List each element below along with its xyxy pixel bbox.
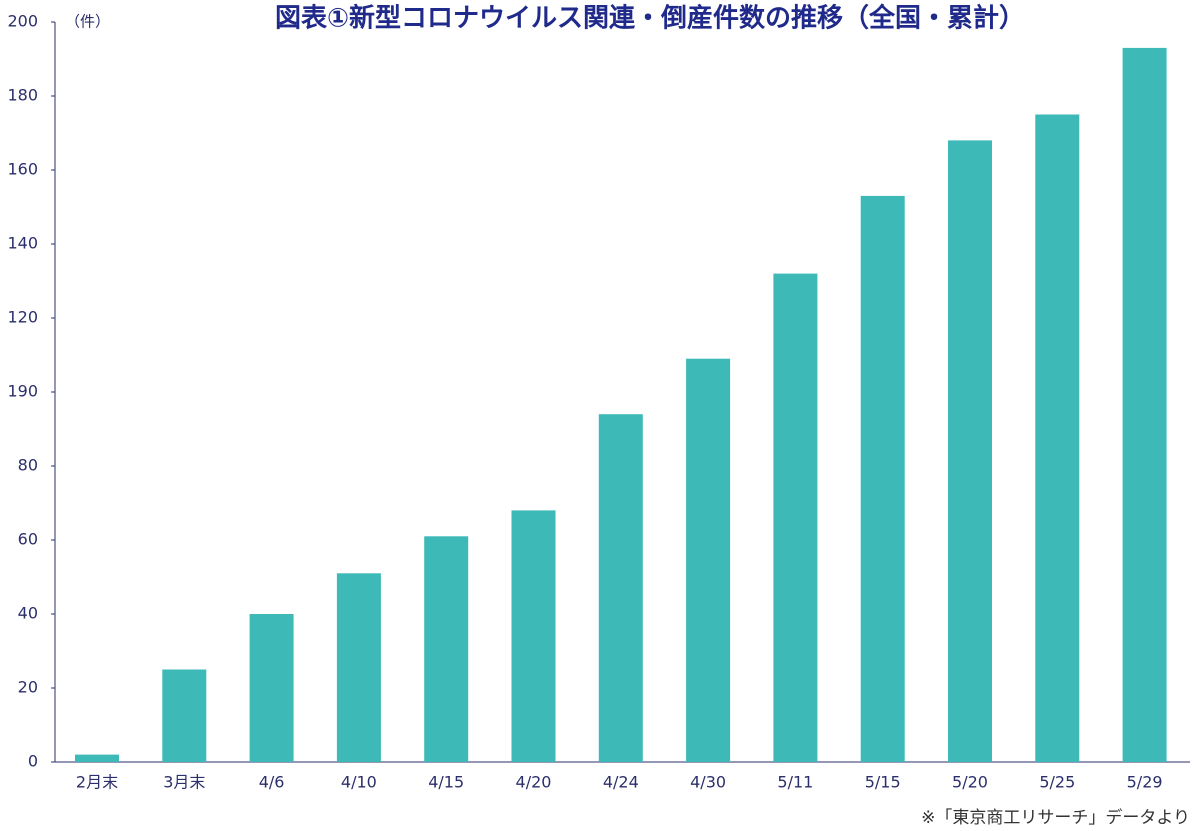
x-tick-label: 5/25 [1039,773,1075,792]
y-tick-label: 0 [28,752,38,771]
bar [336,573,381,762]
chart-title: 図表①新型コロナウイルス関連・倒産件数の推移（全国・累計） [275,3,1025,34]
x-tick-label: 4/15 [428,773,464,792]
bar [511,510,556,762]
y-tick-label: 20 [18,678,38,697]
bar [948,140,992,762]
y-tick-label: 200 [7,12,38,31]
x-tick-label: 5/15 [865,773,901,792]
x-tick-label: 5/29 [1127,773,1163,792]
bar [860,195,905,762]
bar [773,273,818,762]
x-tick-label: 5/11 [777,773,813,792]
bar [1122,47,1167,762]
y-tick-label: 190 [7,382,38,401]
y-tick-label: 40 [18,604,38,623]
y-tick-label: 120 [7,308,38,327]
y-tick-label: 140 [7,234,38,253]
x-tick-label: 3月末 [163,773,205,792]
source-note: ※「東京商工リサーチ」データより [921,807,1190,828]
x-tick-label: 4/20 [516,773,552,792]
bar [1035,114,1080,762]
bar [598,414,643,762]
bar [424,536,469,762]
x-tick-label: 4/24 [603,773,639,792]
bar [686,358,731,762]
x-tick-label: 2月末 [76,773,118,792]
y-tick-label: 60 [18,530,38,549]
x-tick-label: 4/30 [690,773,726,792]
x-tick-label: 5/20 [952,773,988,792]
x-tick-label: 4/6 [259,773,285,792]
y-tick-label: 180 [7,86,38,105]
bar [162,669,207,762]
bar [249,614,294,762]
bar [75,754,119,762]
x-tick-label: 4/10 [341,773,377,792]
y-tick-label: 80 [18,456,38,475]
y-axis-label: （件） [65,13,110,31]
y-tick-label: 160 [7,160,38,179]
